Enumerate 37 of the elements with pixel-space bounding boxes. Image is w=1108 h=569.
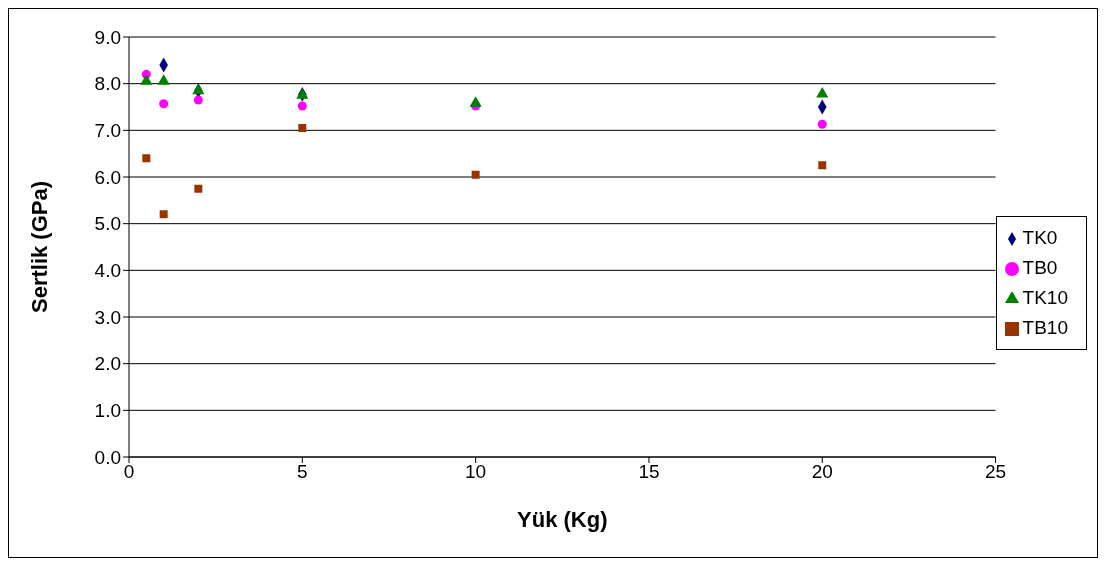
y-tick-label: 2.0 bbox=[94, 353, 121, 375]
x-tick-label: 0 bbox=[123, 461, 135, 483]
x-tick-label: 15 bbox=[638, 461, 660, 483]
legend-label: TK0 bbox=[1022, 227, 1058, 248]
y-tick-label: 0.0 bbox=[94, 446, 121, 468]
point bbox=[469, 96, 482, 107]
legend-label: TK10 bbox=[1022, 287, 1068, 308]
y-tick-label: 5.0 bbox=[94, 213, 121, 235]
point bbox=[818, 161, 827, 170]
point bbox=[298, 124, 307, 132]
point bbox=[193, 95, 203, 105]
x-tick-label: 20 bbox=[811, 461, 833, 483]
point bbox=[192, 83, 205, 95]
point bbox=[157, 74, 170, 85]
y-tick-label: 4.0 bbox=[94, 260, 121, 282]
x-tick-label: 25 bbox=[985, 461, 1007, 483]
point bbox=[142, 154, 151, 163]
x-axis-title: Yük (Kg) bbox=[517, 507, 608, 532]
y-tick-label: 9.0 bbox=[94, 26, 121, 48]
y-tick-label: 1.0 bbox=[94, 400, 121, 422]
point bbox=[817, 119, 827, 129]
point bbox=[140, 74, 153, 85]
y-tick-label: 3.0 bbox=[94, 306, 121, 328]
point bbox=[816, 86, 829, 98]
legend-label: TB10 bbox=[1022, 317, 1068, 338]
legend-label: TB0 bbox=[1022, 257, 1058, 278]
y-tick-label: 6.0 bbox=[94, 166, 121, 188]
y-axis-title: Sertlik (GPa) bbox=[26, 180, 52, 314]
point bbox=[194, 184, 203, 193]
y-tick-label: 7.0 bbox=[94, 120, 121, 142]
x-tick-label: 5 bbox=[297, 461, 308, 483]
point bbox=[471, 170, 480, 179]
point bbox=[159, 210, 168, 219]
point bbox=[297, 101, 307, 111]
y-tick-label: 8.0 bbox=[94, 73, 121, 95]
x-tick-label: 10 bbox=[465, 461, 487, 483]
point bbox=[159, 99, 169, 109]
